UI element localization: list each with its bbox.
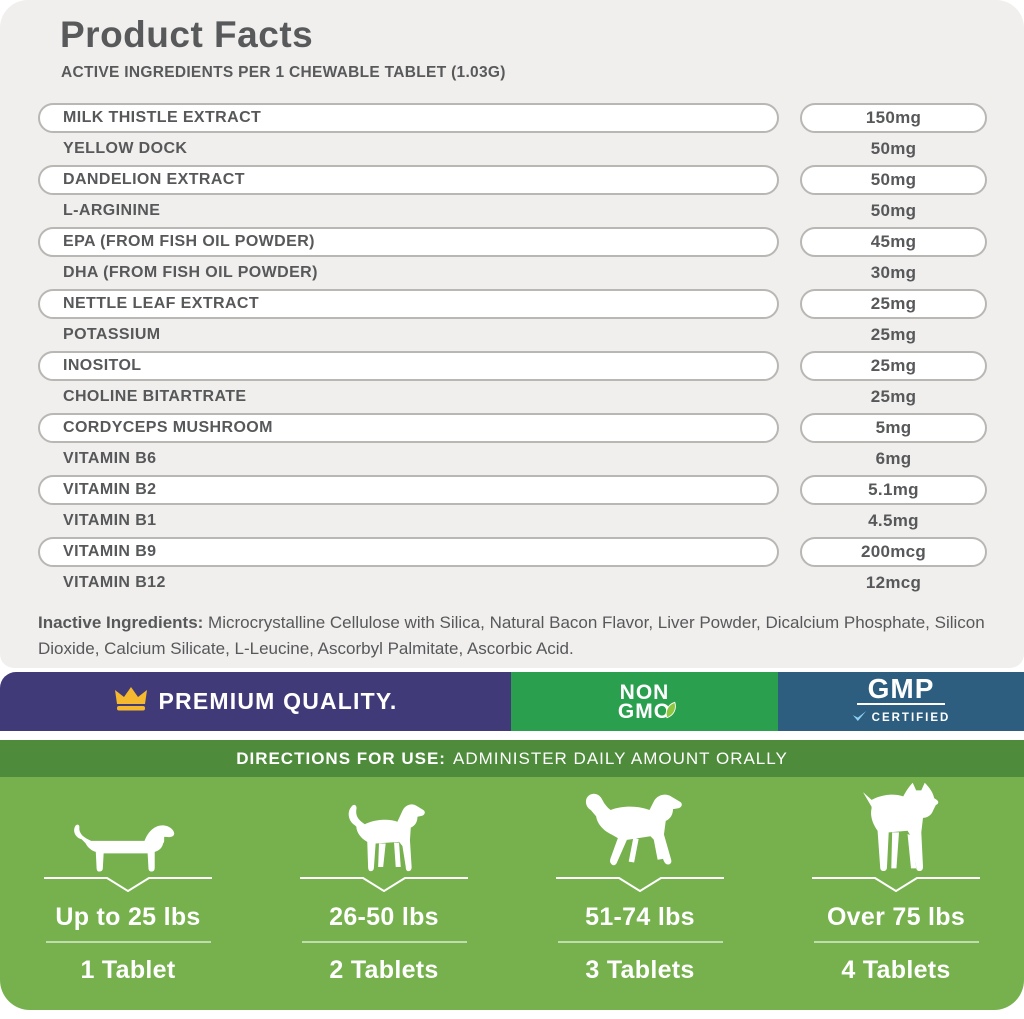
ingredient-name: DHA (FROM FISH OIL POWDER) bbox=[63, 263, 318, 281]
ingredient-name: CHOLINE BITARTRATE bbox=[63, 387, 247, 405]
badge-strip: PREMIUM QUALITY. NON GMO GMP bbox=[0, 672, 1024, 731]
non-gmo-badge: NON GMO bbox=[511, 672, 778, 731]
weight-range: Up to 25 lbs bbox=[55, 903, 201, 931]
ingredient-amount: 6mg bbox=[875, 448, 912, 468]
ingredient-name: VITAMIN B6 bbox=[63, 449, 157, 467]
ingredient-name: INOSITOL bbox=[38, 350, 779, 381]
leaf-icon bbox=[661, 699, 680, 721]
tablet-count: 4 Tablets bbox=[841, 956, 951, 984]
non-gmo-line2: GMO bbox=[617, 699, 672, 723]
tablet-count: 1 Tablet bbox=[80, 956, 176, 984]
inactive-ingredients-label: Inactive Ingredients: bbox=[38, 613, 204, 632]
ingredient-name: NETTLE LEAF EXTRACT bbox=[38, 288, 779, 319]
ingredient-amount: 25mg bbox=[800, 288, 987, 319]
ingredient-row: EPA (FROM FISH OIL POWDER) 45mg bbox=[0, 226, 1024, 257]
ingredient-row: VITAMIN B9 200mcg bbox=[0, 536, 1024, 567]
ingredient-name: VITAMIN B1 bbox=[63, 511, 157, 529]
dosage-column: 26-50 lbs 2 Tablets bbox=[256, 777, 512, 1010]
weight-range: Over 75 lbs bbox=[826, 903, 966, 931]
pointer-line bbox=[299, 877, 469, 893]
ingredient-amount: 45mg bbox=[800, 226, 987, 257]
ingredient-row: VITAMIN B1 4.5mg bbox=[0, 505, 1024, 536]
dose-divider bbox=[45, 941, 211, 943]
check-icon bbox=[852, 709, 867, 727]
gmp-title: GMP bbox=[867, 673, 935, 704]
product-facts-panel: Product Facts ACTIVE INGREDIENTS PER 1 C… bbox=[0, 0, 1024, 668]
pointer-line bbox=[43, 877, 213, 893]
beagle-icon bbox=[342, 777, 426, 877]
page-title: Product Facts bbox=[60, 14, 314, 55]
ingredient-row: VITAMIN B2 5.1mg bbox=[0, 474, 1024, 505]
ingredient-name: L-ARGININE bbox=[63, 201, 161, 219]
ingredient-row: CHOLINE BITARTRATE 25mg bbox=[0, 381, 1024, 412]
ingredient-row: MILK THISTLE EXTRACT 150mg bbox=[0, 102, 1024, 133]
ingredient-name: CORDYCEPS MUSHROOM bbox=[38, 412, 779, 443]
ingredient-row: DANDELION EXTRACT 50mg bbox=[0, 164, 1024, 195]
ingredients-list: MILK THISTLE EXTRACT 150mg YELLOW DOCK 50mg… bbox=[0, 102, 1024, 598]
directions-label: DIRECTIONS FOR USE: bbox=[236, 748, 446, 768]
dosage-column: 51-74 lbs 3 Tablets bbox=[512, 777, 768, 1010]
retriever-icon bbox=[579, 777, 701, 877]
active-ingredients-subtitle: ACTIVE INGREDIENTS PER 1 CHEWABLE TABLET… bbox=[61, 64, 506, 81]
crown-icon bbox=[114, 686, 148, 718]
ingredient-name: MILK THISTLE EXTRACT bbox=[38, 102, 779, 133]
ingredient-row: POTASSIUM 25mg bbox=[0, 319, 1024, 350]
ingredient-name: VITAMIN B2 bbox=[38, 474, 779, 505]
directions-section: DIRECTIONS FOR USE: ADMINISTER DAILY AMO… bbox=[0, 740, 1024, 1010]
gmp-underline bbox=[857, 703, 945, 705]
dose-divider bbox=[557, 941, 723, 943]
premium-quality-label: PREMIUM QUALITY. bbox=[158, 688, 398, 714]
ingredient-amount: 150mg bbox=[800, 102, 987, 133]
ingredient-amount: 50mg bbox=[800, 164, 987, 195]
non-gmo-line1: NON bbox=[619, 680, 670, 704]
pointer-line bbox=[811, 877, 981, 893]
ingredient-amount: 12mcg bbox=[865, 572, 922, 592]
tablet-count: 2 Tablets bbox=[329, 956, 439, 984]
ingredient-amount: 50mg bbox=[870, 200, 917, 220]
ingredient-amount: 5.1mg bbox=[800, 474, 987, 505]
ingredient-row: NETTLE LEAF EXTRACT 25mg bbox=[0, 288, 1024, 319]
ingredient-name: DANDELION EXTRACT bbox=[38, 164, 779, 195]
directions-bar: DIRECTIONS FOR USE: ADMINISTER DAILY AMO… bbox=[0, 740, 1024, 777]
ingredient-row: L-ARGININE 50mg bbox=[0, 195, 1024, 226]
ingredient-row: DHA (FROM FISH OIL POWDER) 30mg bbox=[0, 257, 1024, 288]
boxer-icon bbox=[851, 777, 941, 877]
ingredient-row: VITAMIN B6 6mg bbox=[0, 443, 1024, 474]
ingredient-amount: 4.5mg bbox=[868, 510, 919, 530]
ingredient-amount: 25mg bbox=[870, 386, 917, 406]
non-gmo-logo: NON GMO bbox=[617, 680, 676, 723]
ingredient-row: INOSITOL 25mg bbox=[0, 350, 1024, 381]
ingredient-amount: 50mg bbox=[870, 138, 917, 158]
ingredient-name: YELLOW DOCK bbox=[63, 139, 188, 157]
dosage-column: Up to 25 lbs 1 Tablet bbox=[0, 777, 256, 1010]
ingredient-name: VITAMIN B12 bbox=[63, 573, 166, 591]
dachshund-icon bbox=[69, 777, 187, 877]
ingredient-row: YELLOW DOCK 50mg bbox=[0, 133, 1024, 164]
ingredient-name: EPA (FROM FISH OIL POWDER) bbox=[38, 226, 779, 257]
pointer-line bbox=[555, 877, 725, 893]
directions-text: ADMINISTER DAILY AMOUNT ORALLY bbox=[452, 748, 788, 768]
tablet-count: 3 Tablets bbox=[585, 956, 695, 984]
ingredient-amount: 200mcg bbox=[800, 536, 987, 567]
dose-divider bbox=[301, 941, 467, 943]
inactive-ingredients: Inactive Ingredients: Microcrystalline C… bbox=[38, 610, 988, 661]
inactive-ingredients-text: Microcrystalline Cellulose with Silica, … bbox=[38, 613, 985, 658]
ingredient-amount: 30mg bbox=[870, 262, 917, 282]
ingredient-amount: 25mg bbox=[870, 324, 917, 344]
weight-range: 51-74 lbs bbox=[585, 903, 695, 931]
gmp-certified-badge: GMP CERTIFIED bbox=[778, 672, 1024, 731]
ingredient-name: POTASSIUM bbox=[63, 325, 161, 343]
dosage-columns: Up to 25 lbs 1 Tablet 26-50 lbs 2 Tablets … bbox=[0, 777, 1024, 1010]
ingredient-row: CORDYCEPS MUSHROOM 5mg bbox=[0, 412, 1024, 443]
gmp-certified-label: CERTIFIED bbox=[871, 712, 951, 724]
ingredient-amount: 25mg bbox=[800, 350, 987, 381]
dosage-column: Over 75 lbs 4 Tablets bbox=[768, 777, 1024, 1010]
weight-range: 26-50 lbs bbox=[329, 903, 439, 931]
dose-divider bbox=[813, 941, 979, 943]
premium-quality-badge: PREMIUM QUALITY. bbox=[0, 672, 511, 731]
ingredient-amount: 5mg bbox=[800, 412, 987, 443]
ingredient-name: VITAMIN B9 bbox=[38, 536, 779, 567]
ingredient-row: VITAMIN B12 12mcg bbox=[0, 567, 1024, 598]
